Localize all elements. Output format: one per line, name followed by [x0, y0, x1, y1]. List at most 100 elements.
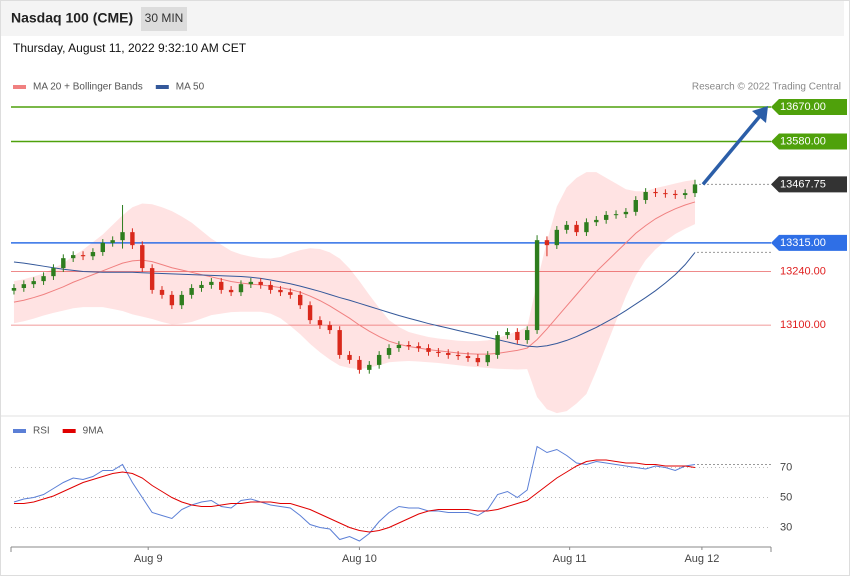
- candle-body: [258, 281, 263, 285]
- candle-body: [396, 344, 402, 349]
- legend-swatch: [62, 429, 76, 433]
- candle-body: [426, 348, 431, 352]
- candle-body: [544, 240, 550, 246]
- y-tick-label: 30: [780, 521, 792, 533]
- legend-label: RSI: [33, 426, 50, 437]
- candle-body: [31, 281, 36, 285]
- candle-body: [436, 351, 441, 354]
- candle-body: [288, 292, 293, 295]
- candle-body: [584, 222, 589, 233]
- candle-body: [357, 359, 362, 370]
- candle-body: [485, 354, 490, 363]
- candle-body: [199, 284, 204, 288]
- level-label-box: [771, 133, 847, 150]
- candle-body: [367, 364, 372, 370]
- moving-average: [13, 252, 696, 348]
- candle-body: [386, 348, 392, 355]
- y-tick-label: 70: [780, 461, 792, 473]
- candle-body: [525, 330, 530, 341]
- candle-body: [633, 200, 638, 212]
- candle-body: [149, 268, 155, 290]
- date: Thursday, August 11, 2022 9:32:10 AM CET: [13, 41, 247, 55]
- candle-body: [416, 346, 421, 349]
- legend-swatch: [13, 429, 26, 433]
- candle-body: [110, 240, 115, 243]
- legend-label: MA 20 + Bollinger Bands: [33, 82, 143, 93]
- forecast-arrow: [701, 114, 762, 186]
- candle-body: [307, 305, 313, 321]
- rsi-line: [13, 459, 696, 533]
- candle-body: [337, 330, 342, 355]
- x-tick-label: Aug 11: [553, 553, 587, 565]
- candle-body: [653, 191, 658, 194]
- candle-body: [219, 281, 224, 290]
- candle-body: [51, 268, 56, 277]
- candle-body: [248, 281, 254, 285]
- level-label: 13100.00: [780, 319, 826, 331]
- candle-body: [643, 191, 648, 201]
- title: Nasdaq 100 (CME): [11, 10, 133, 26]
- candle-body: [505, 331, 510, 336]
- level-label: 13580.00: [780, 135, 826, 147]
- candle-body: [120, 232, 125, 241]
- candle-body: [465, 356, 471, 359]
- candle-body: [347, 354, 352, 360]
- candle-body: [169, 294, 175, 306]
- candle-body: [406, 344, 411, 347]
- candle-body: [100, 242, 105, 253]
- x-tick-label: Aug 12: [684, 553, 719, 565]
- moving-average: [13, 201, 696, 355]
- candle-body: [61, 258, 66, 269]
- forecast-arrowhead: [752, 106, 768, 123]
- y-tick-label: 50: [780, 491, 792, 503]
- candle-body: [515, 331, 520, 341]
- candle-body: [70, 255, 76, 259]
- legend-label: MA 50: [176, 82, 205, 93]
- timeframe-button[interactable]: [141, 7, 187, 31]
- candle-body: [663, 193, 668, 195]
- candle-body: [594, 219, 599, 223]
- level-label: 13670.00: [780, 101, 826, 113]
- candle-body: [613, 214, 619, 216]
- candle-body: [179, 294, 184, 306]
- level-label-box: [771, 234, 847, 251]
- candle-body: [574, 224, 579, 233]
- candle-body: [376, 354, 382, 365]
- candle-body: [21, 284, 27, 288]
- candle-body: [268, 284, 273, 290]
- candle-body: [11, 287, 17, 291]
- candle-body: [317, 320, 323, 326]
- candle-body: [130, 232, 135, 246]
- bollinger-band: [13, 172, 695, 414]
- last-price-label: 13467.75: [780, 178, 826, 190]
- candle-body: [446, 353, 451, 355]
- candle-body: [682, 193, 688, 196]
- level-label: 13240.00: [780, 265, 826, 277]
- candle-body: [238, 284, 244, 293]
- candle-body: [603, 214, 609, 220]
- candle-body: [278, 289, 283, 293]
- x-tick-label: Aug 10: [342, 553, 377, 565]
- candle-body: [534, 240, 540, 331]
- candle-body: [564, 224, 569, 230]
- candle-body: [673, 193, 678, 196]
- candle-body: [209, 281, 214, 285]
- candle-body: [692, 184, 698, 194]
- level-label-box: [771, 99, 847, 116]
- candle-body: [140, 245, 145, 269]
- candle-body: [297, 294, 303, 306]
- timeframe[interactable]: 30 MIN: [145, 11, 184, 25]
- credit: Research © 2022 Trading Central: [692, 82, 841, 93]
- candle-body: [159, 289, 165, 295]
- candle-body: [327, 325, 333, 331]
- legend-swatch: [13, 85, 26, 89]
- candle-body: [475, 358, 481, 363]
- legend-swatch: [155, 85, 169, 89]
- last-price-box: [771, 176, 847, 193]
- legend-label: 9MA: [83, 426, 104, 437]
- candle-body: [495, 335, 500, 355]
- candle-body: [80, 255, 86, 257]
- candle-body: [455, 354, 461, 357]
- candle-body: [623, 211, 629, 215]
